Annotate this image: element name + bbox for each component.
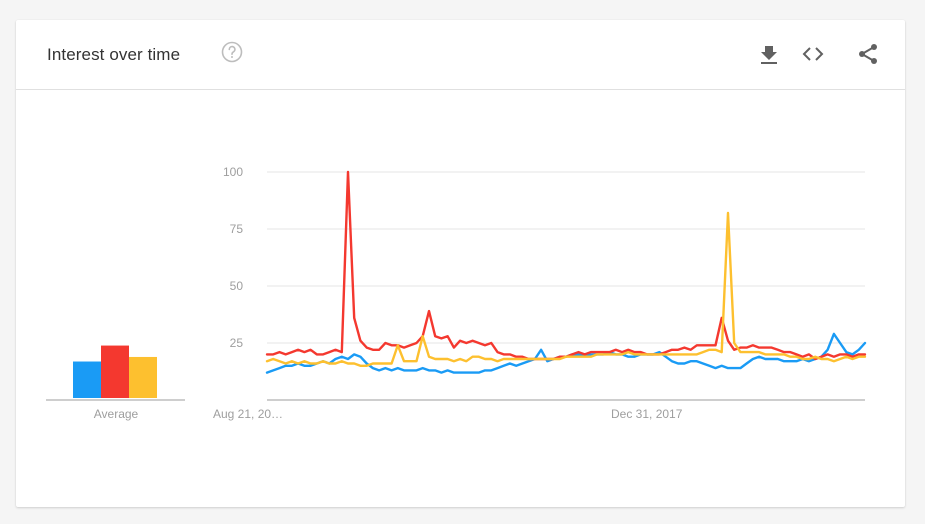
y-tick-label: 75 [230, 222, 244, 236]
code-embed-icon[interactable] [801, 42, 825, 66]
help-circle-icon[interactable] [220, 40, 244, 64]
card-title: Interest over time [47, 45, 181, 64]
x-tick-label: Aug 21, 20… [213, 407, 283, 421]
average-bar-1 [73, 361, 101, 398]
y-tick-label: 50 [230, 279, 244, 293]
series-line-3 [265, 211, 867, 367]
y-tick-label: 100 [223, 165, 243, 179]
y-tick-label: 25 [230, 336, 244, 350]
interest-over-time-card: Interest over time 25 50 75 100 Aug 21, 20… D… [16, 20, 905, 507]
card-header: Interest over time [16, 20, 905, 90]
interest-line-chart: 25 50 75 100 Aug 21, 20… Dec 31, 2017 Average [46, 165, 867, 421]
average-bar-2 [101, 345, 129, 398]
share-icon[interactable] [856, 42, 880, 66]
series-line-2 [265, 170, 867, 361]
download-icon[interactable] [757, 42, 781, 66]
average-bar-3 [129, 356, 157, 398]
average-label: Average [94, 407, 139, 421]
x-tick-label: Dec 31, 2017 [611, 407, 683, 421]
